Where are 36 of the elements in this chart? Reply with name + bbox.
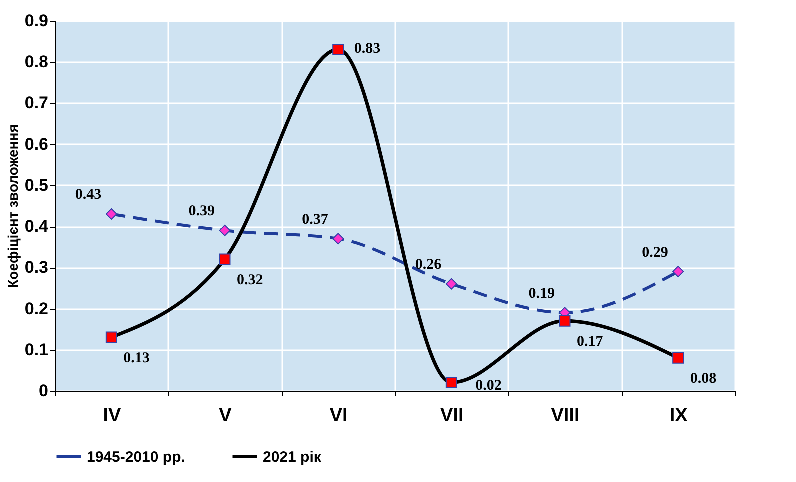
data-label: 0.19 bbox=[528, 286, 555, 302]
x-tick-label: VIII bbox=[551, 406, 580, 426]
data-label: 0.43 bbox=[75, 187, 102, 204]
y-tick-label: 0.9 bbox=[24, 12, 48, 30]
y-tick-label: 0 bbox=[39, 382, 48, 400]
data-label: 0.39 bbox=[188, 204, 215, 220]
data-label: 0.17 bbox=[577, 334, 604, 350]
x-tick-label: VII bbox=[440, 406, 464, 426]
data-label: 0.08 bbox=[690, 371, 717, 388]
y-tick-label: 0.5 bbox=[24, 176, 48, 195]
legend-label: 2021 рік bbox=[263, 449, 322, 466]
x-tick-label: IX bbox=[670, 406, 688, 426]
data-label: 0.13 bbox=[124, 350, 150, 367]
data-label: 0.83 bbox=[354, 40, 381, 57]
x-tick-label: V bbox=[219, 406, 232, 426]
point bbox=[106, 208, 118, 220]
data-label: 0.29 bbox=[642, 244, 668, 261]
point bbox=[446, 278, 458, 290]
y-tick-label: 0.7 bbox=[24, 94, 48, 113]
legend-label: 1945-2010 рр. bbox=[87, 449, 186, 466]
x-tick-label: VI bbox=[330, 406, 348, 426]
y-tick-label: 0.4 bbox=[24, 217, 50, 236]
y-tick-label: 0.2 bbox=[24, 299, 48, 318]
y-tick-label: 0.3 bbox=[24, 258, 48, 278]
y-tick-label: 0.8 bbox=[24, 52, 48, 72]
point bbox=[332, 233, 344, 245]
y-tick-label: 0.1 bbox=[24, 340, 48, 360]
y-tick-label: 0.6 bbox=[24, 134, 48, 154]
data-label: 0.26 bbox=[415, 257, 442, 274]
point bbox=[219, 224, 231, 236]
data-label: 0.37 bbox=[302, 212, 329, 228]
data-label: 0.32 bbox=[237, 272, 264, 288]
point bbox=[672, 266, 684, 278]
y-axis-title: Коефіцієнт зволоження bbox=[4, 124, 21, 288]
data-label: 0.02 bbox=[476, 378, 502, 394]
x-tick-label: IV bbox=[103, 406, 122, 426]
